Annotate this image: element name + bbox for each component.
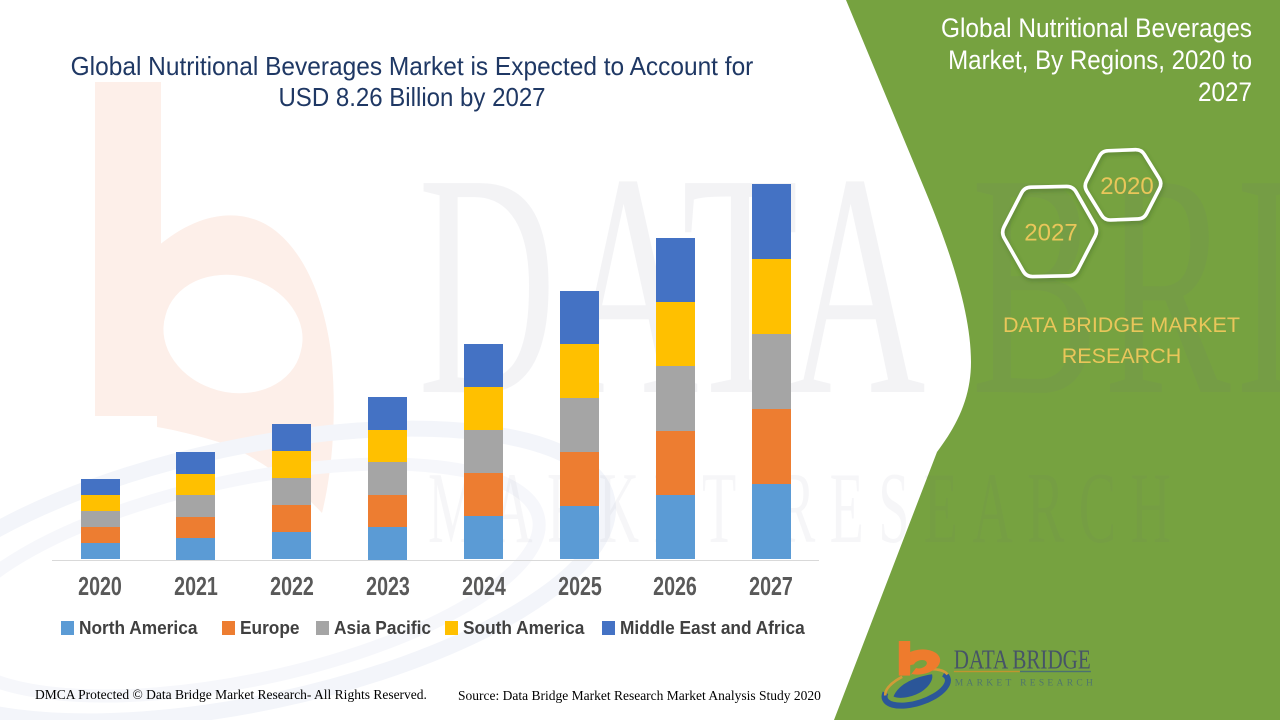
svg-text:MARKET RESEARCH: MARKET RESEARCH [428,452,1185,565]
svg-text:2027: 2027 [1024,220,1077,247]
svg-text:2020: 2020 [1100,173,1153,200]
svg-text:MARKET RESEARCH: MARKET RESEARCH [955,679,1096,689]
svg-text:DATA BRIDGE: DATA BRIDGE [954,645,1091,675]
